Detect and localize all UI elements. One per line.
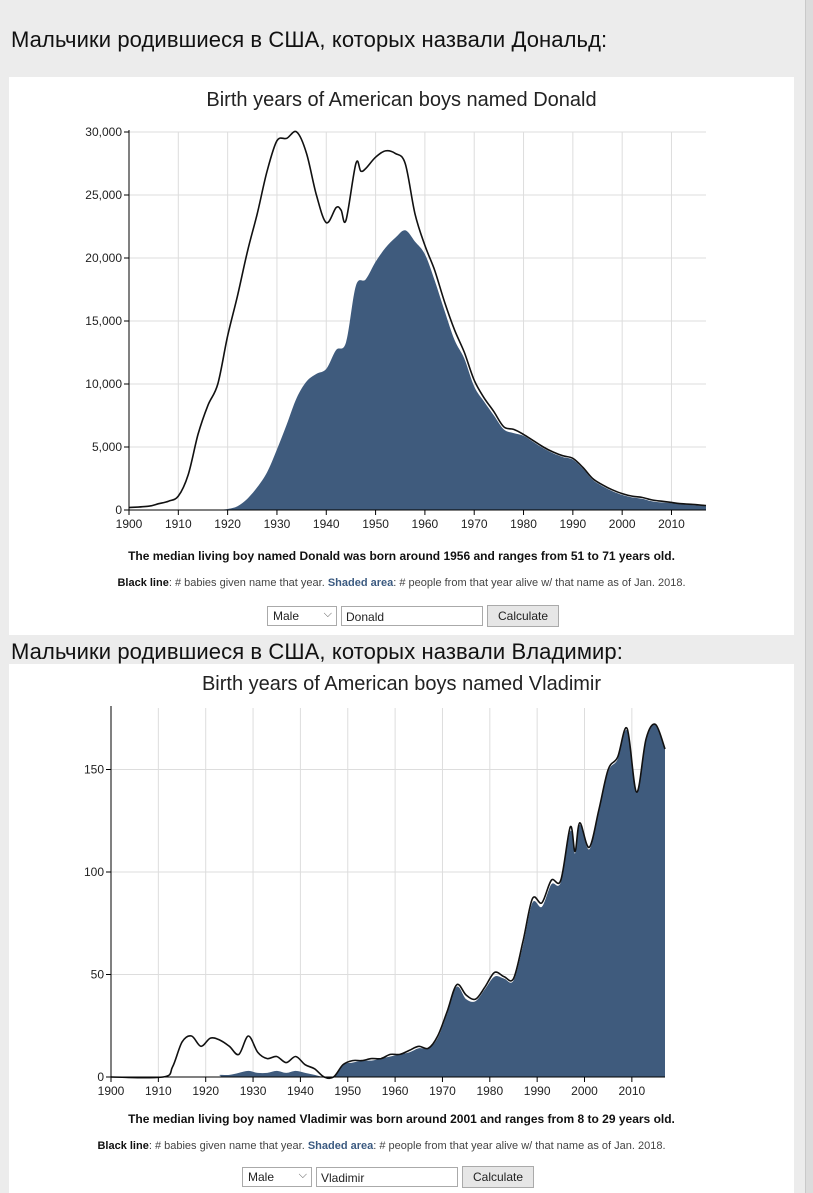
series-area-shaded <box>217 230 707 510</box>
chevron-down-icon: ⌵ <box>323 608 332 620</box>
legend-shaded-label: Shaded area <box>307 1140 374 1152</box>
chart-title: Birth years of American boys named Vladi… <box>201 673 602 695</box>
y-tick-label: 25,000 <box>85 188 122 202</box>
x-tick-label: 2000 <box>571 1084 598 1098</box>
x-tick-label: 1910 <box>145 1084 172 1098</box>
calc-form: Male ⌵ Calculate <box>242 1166 535 1188</box>
x-tick-label: 1970 <box>429 1084 456 1098</box>
legend-shaded-label: Shaded area <box>327 577 394 589</box>
x-tick-label: 1900 <box>98 1084 125 1098</box>
legend-shaded-text: : # people from that year alive w/ that … <box>393 577 686 589</box>
chart-svg-vladimir: 0 50 100 150 1900 1910 1920 1930 1940 1950 1960 197… <box>84 706 666 1098</box>
gender-select[interactable]: Male ⌵ <box>242 1167 312 1187</box>
gender-select-value: Male <box>273 609 300 623</box>
series-area-shaded <box>111 724 665 1079</box>
gender-select-value: Male <box>248 1170 275 1184</box>
x-tick-label: 1920 <box>214 517 241 531</box>
calculate-button[interactable]: Calculate <box>487 605 560 627</box>
calc-form: Male ⌵ Calculate <box>267 605 560 627</box>
heading-donald: Мальчики родившиеся в США, которых назва… <box>11 27 608 52</box>
y-tick-label: 50 <box>91 968 105 982</box>
y-tick-label: 15,000 <box>85 314 122 328</box>
x-tick-label: 2000 <box>609 517 636 531</box>
x-tick-label: 1960 <box>382 1084 409 1098</box>
x-tick-label: 1990 <box>559 517 586 531</box>
x-tick-label: 1950 <box>362 517 389 531</box>
legend-shaded-text: : # people from that year alive w/ that … <box>373 1140 666 1152</box>
gender-select[interactable]: Male ⌵ <box>267 606 337 626</box>
x-tick-label: 1930 <box>240 1084 267 1098</box>
chart-card-vladimir: Birth years of American boys named Vladi… <box>9 664 794 1193</box>
legend-text: Black line: # babies given name that yea… <box>0 1140 774 1152</box>
legend-black-label: Black line <box>97 1140 149 1152</box>
x-tick-label: 1930 <box>264 517 291 531</box>
y-tick-label: 20,000 <box>85 251 122 265</box>
series-line-black <box>110 723 666 1080</box>
y-tick-label: 150 <box>84 763 104 777</box>
legend-black-text: : # babies given name that year. <box>168 577 328 589</box>
y-tick-label: 0 <box>115 503 122 517</box>
legend-text: Black line: # babies given name that yea… <box>9 577 794 589</box>
median-text: The median living boy named Donald was b… <box>128 549 675 563</box>
chart-title: Birth years of American boys named Donal… <box>206 89 597 111</box>
x-tick-label: 1900 <box>116 517 143 531</box>
x-tick-label: 1990 <box>524 1084 551 1098</box>
x-tick-label: 1910 <box>165 517 192 531</box>
legend-black-text: : # babies given name that year. <box>148 1140 308 1152</box>
heading-vladimir: Мальчики родившиеся в США, которых назва… <box>11 639 623 664</box>
y-tick-label: 10,000 <box>85 377 122 391</box>
chart-card-donald: Birth years of American boys named Donal… <box>9 77 794 635</box>
x-tick-label: 1940 <box>287 1084 314 1098</box>
y-tick-label: 0 <box>97 1070 104 1084</box>
name-input[interactable] <box>316 1167 458 1187</box>
name-input[interactable] <box>341 606 483 626</box>
x-tick-label: 1940 <box>313 517 340 531</box>
y-tick-label: 30,000 <box>85 125 122 139</box>
legend-black-label: Black line <box>117 577 169 589</box>
x-tick-label: 1960 <box>412 517 439 531</box>
x-tick-label: 1950 <box>334 1084 361 1098</box>
y-tick-label: 5,000 <box>92 440 122 454</box>
x-tick-label: 1970 <box>461 517 488 531</box>
chart-svg-donald: 0 5,000 10,000 15,000 20,000 25,000 30,000 1900… <box>85 125 707 531</box>
x-tick-label: 1920 <box>192 1084 219 1098</box>
median-text: The median living boy named Vladimir was… <box>128 1112 675 1126</box>
x-tick-label: 1980 <box>510 517 537 531</box>
chevron-down-icon: ⌵ <box>298 1169 307 1181</box>
x-tick-label: 2010 <box>658 517 685 531</box>
calculate-button[interactable]: Calculate <box>462 1166 535 1188</box>
x-tick-label: 2010 <box>619 1084 646 1098</box>
series-line-black <box>128 130 707 509</box>
y-tick-label: 100 <box>84 865 104 879</box>
window-scrollbar[interactable] <box>805 0 813 1193</box>
x-tick-label: 1980 <box>476 1084 503 1098</box>
